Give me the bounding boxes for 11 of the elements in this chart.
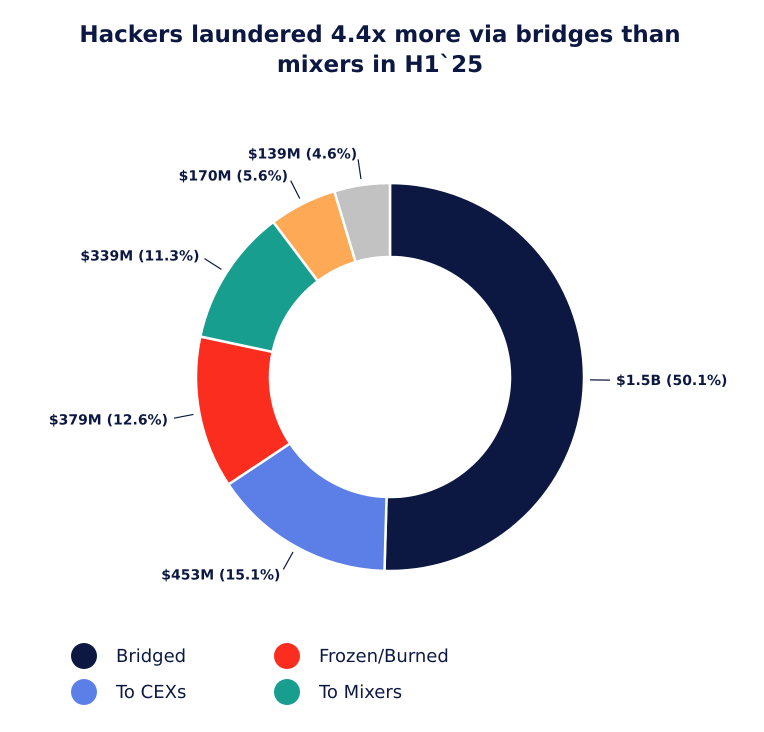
legend-label: To CEXs xyxy=(115,682,186,703)
data-label: $339M (11.3%) xyxy=(80,248,200,264)
legend-label: Bridged xyxy=(116,646,186,667)
data-label: $170M (5.6%) xyxy=(178,168,288,184)
legend-label: To Mixers xyxy=(318,682,402,703)
legend-label: Frozen/Burned xyxy=(319,646,449,667)
data-label: $139M (4.6%) xyxy=(248,146,358,162)
chart-title: Hackers laundered 4.4x more via bridges than mixers in H1`25 xyxy=(79,22,681,78)
data-label: $453M (15.1%) xyxy=(161,568,280,584)
data-label: $1.5B (50.1%) xyxy=(616,373,728,390)
data-label: $379M (12.6%) xyxy=(48,412,168,428)
